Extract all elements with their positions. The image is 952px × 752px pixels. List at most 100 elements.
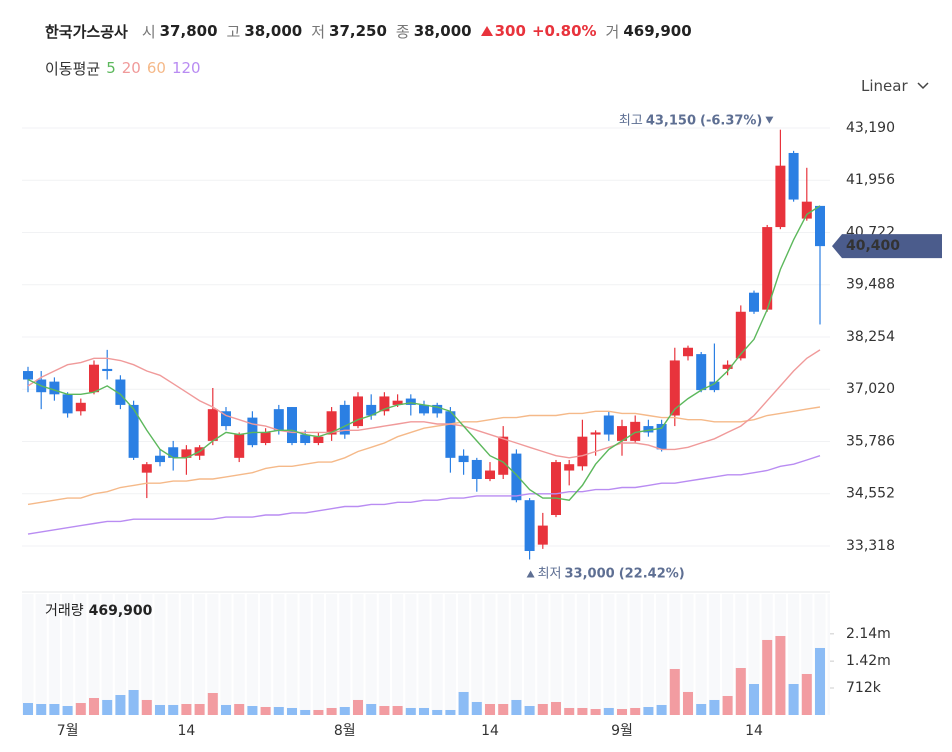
- ma-line: [27, 349, 821, 459]
- scale-label[interactable]: Linear: [861, 77, 908, 95]
- chevron: [917, 82, 929, 90]
- candle-body: [115, 379, 126, 405]
- volume-bar: [630, 707, 641, 715]
- x-tick-label: 7월: [57, 723, 79, 739]
- candle-body: [801, 201, 812, 219]
- volume-tick-label: 1.42m: [846, 653, 891, 669]
- candle-body: [313, 436, 324, 444]
- candle-body: [617, 426, 627, 441]
- candle-body: [155, 455, 165, 463]
- x-tick-label: 14: [177, 723, 195, 739]
- volume-title-part: 거래량: [45, 603, 84, 619]
- candle-body: [696, 354, 707, 391]
- volume-label: 거: [605, 22, 620, 41]
- volume-bar: [194, 704, 205, 715]
- volume-bar: [485, 704, 495, 715]
- candle-body: [537, 525, 548, 545]
- candle-body: [471, 459, 482, 480]
- candle-body: [577, 436, 588, 467]
- volume-bar: [181, 704, 192, 715]
- last-price-tag: [832, 234, 942, 259]
- candle-body: [128, 404, 139, 458]
- volume-bar: [577, 707, 588, 715]
- x-tick-label: 8월: [334, 723, 356, 739]
- candle-body: [405, 398, 416, 405]
- extreme-marker: [765, 116, 774, 124]
- volume-bar: [155, 704, 165, 715]
- x-tick-label: 14: [481, 723, 499, 739]
- volume-bar: [590, 709, 601, 715]
- change-pct: +0.80%: [531, 22, 597, 40]
- candle-body: [181, 449, 192, 458]
- candle-body: [656, 423, 667, 450]
- candle-body: [287, 407, 297, 444]
- y-tick-label: 35,786: [846, 433, 895, 449]
- volume-tick-label: 2.14m: [846, 626, 891, 642]
- volume-bar: [643, 706, 654, 715]
- ma-line: [27, 455, 821, 535]
- volume-bar: [722, 695, 733, 715]
- volume-bar: [471, 701, 482, 715]
- legend-entry: 120: [171, 59, 201, 77]
- ma-legend: 이동평균 5 20 60 120: [45, 57, 207, 79]
- candle-body: [89, 364, 99, 393]
- extreme-label: 최저 33,000 (22.42%): [538, 566, 685, 581]
- candle-body: [643, 426, 654, 433]
- x-tick-label: 14: [745, 723, 763, 739]
- volume-bar: [749, 684, 759, 715]
- candle-body: [603, 415, 614, 435]
- candle-body: [551, 462, 561, 516]
- volume-bar: [313, 709, 324, 715]
- open-value: 37,800: [159, 22, 218, 40]
- volume-bar: [603, 707, 614, 715]
- volume-bar: [75, 703, 86, 715]
- candle-body: [445, 411, 456, 458]
- extreme-marker: [526, 570, 535, 578]
- candle-body: [207, 409, 218, 441]
- volume-bar: [366, 704, 377, 715]
- candle-body: [392, 400, 403, 405]
- volume-bar: [49, 704, 60, 715]
- volume-bar: [788, 684, 799, 715]
- high-label: 고: [226, 22, 241, 41]
- volume-bar: [735, 668, 746, 715]
- candle-body: [815, 205, 825, 247]
- open-label: 시: [141, 22, 156, 41]
- extreme-label-part: 최저: [538, 566, 562, 581]
- candle-body: [247, 417, 258, 446]
- candle-body: [75, 402, 86, 412]
- volume-bar: [392, 706, 403, 715]
- candle-body: [23, 371, 33, 380]
- volume-bar: [273, 706, 284, 715]
- volume-bar: [353, 699, 363, 715]
- volume-bar: [551, 701, 561, 715]
- volume-bar: [23, 703, 33, 715]
- candle-body: [669, 360, 680, 416]
- stock-name: 한국가스공사: [45, 22, 128, 41]
- extreme-label-part: 33,000: [565, 566, 615, 581]
- extreme-label-part: (-6.37%): [700, 113, 762, 128]
- volume-bar: [709, 699, 720, 715]
- volume-bar: [405, 707, 416, 715]
- volume-bar: [300, 709, 311, 715]
- volume-value: 469,900: [623, 22, 692, 40]
- volume-bar: [62, 706, 73, 715]
- volume-bar: [669, 668, 680, 715]
- candle-body: [353, 396, 363, 427]
- volume-bar: [498, 704, 509, 715]
- candle-body: [511, 453, 522, 501]
- candle-body: [564, 464, 575, 471]
- last-price-label: 40,400: [846, 238, 900, 254]
- volume-bar: [128, 690, 139, 715]
- candle-body: [590, 432, 601, 435]
- high-value: 38,000: [244, 22, 303, 40]
- volume-bar: [102, 699, 113, 715]
- candle-body: [102, 368, 113, 372]
- volume-bar: [683, 691, 693, 715]
- candle-body: [735, 311, 746, 359]
- candle-body: [221, 411, 231, 427]
- scale-dropdown[interactable]: Linear: [861, 77, 930, 95]
- candle-body: [788, 152, 799, 200]
- legend-title: 이동평균: [45, 59, 101, 78]
